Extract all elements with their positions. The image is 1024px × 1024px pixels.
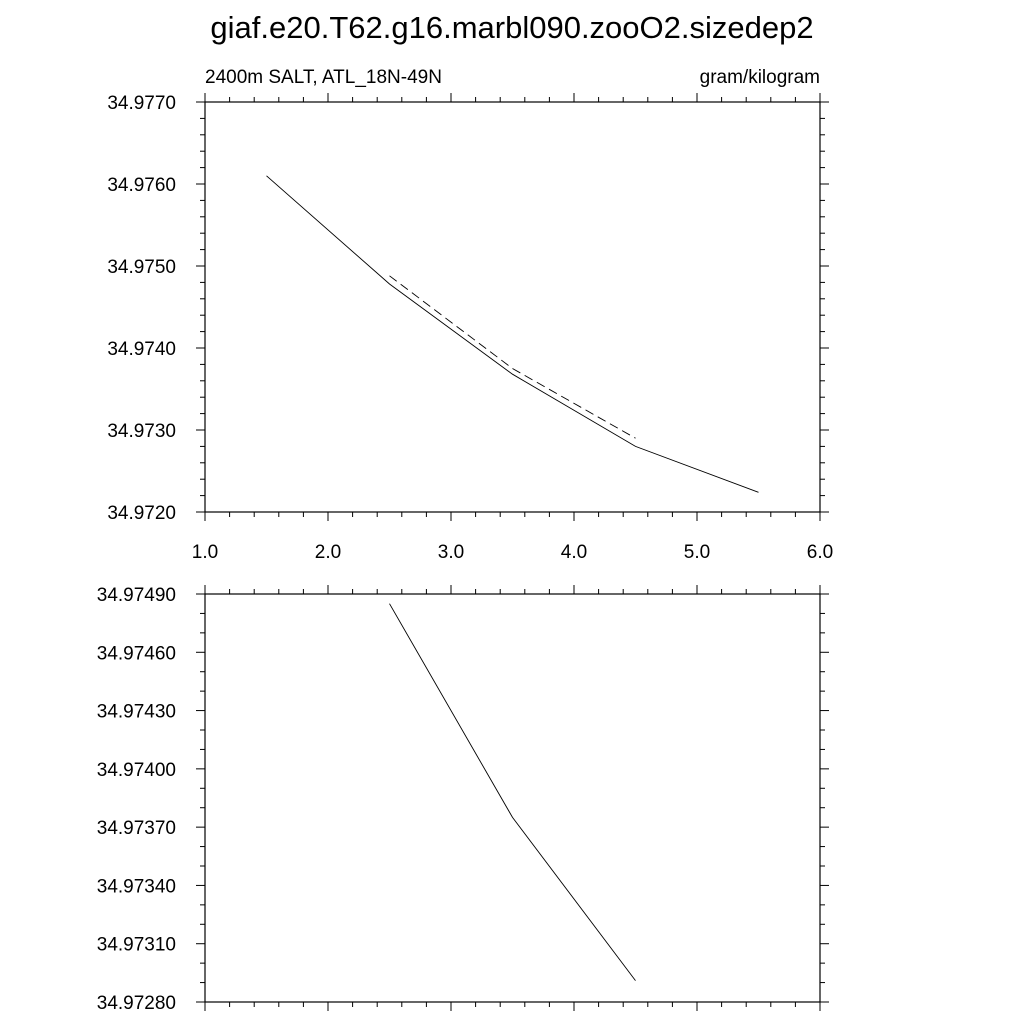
top-panel: 2400m SALT, ATL_18N-49N gram/kilogram 1.… (107, 67, 833, 563)
x-tick-label: 1.0 (192, 542, 218, 563)
y-tick-label: 34.9730 (107, 421, 176, 442)
x-tick-label: 4.0 (561, 542, 587, 563)
y-tick-label: 34.97490 (97, 585, 176, 606)
x-tick-label: 6.0 (807, 542, 833, 563)
y-tick-label: 34.97280 (97, 993, 176, 1014)
figure-title: giaf.e20.T62.g16.marbl090.zooO2.sizedep2 (210, 10, 813, 45)
y-tick-label: 34.9770 (107, 93, 176, 114)
top-panel-subtitle-right: gram/kilogram (700, 67, 820, 88)
top-panel-ticks (196, 93, 829, 521)
x-tick-label: 2.0 (315, 542, 341, 563)
bottom-panel-tick-labels: 34.97280 34.97310 34.97340 34.97370 34.97400… (97, 585, 176, 1014)
dashed-series-line (389, 275, 636, 439)
top-panel-tick-labels: 1.0 2.0 3.0 4.0 5.0 6.0 34.9720 34.9730 34.9740 3… (107, 93, 833, 563)
x-tick-label: 5.0 (684, 542, 710, 563)
bottom-panel: 34.97280 34.97310 34.97340 34.97370 34.97400… (97, 585, 829, 1014)
x-tick-label: 3.0 (438, 542, 464, 563)
y-tick-label: 34.9740 (107, 339, 176, 360)
solid-series-line (389, 603, 636, 981)
y-tick-label: 34.97430 (97, 702, 176, 723)
y-tick-label: 34.97400 (97, 760, 176, 781)
y-tick-label: 34.9720 (107, 503, 176, 524)
y-tick-label: 34.97310 (97, 935, 176, 956)
bottom-panel-frame (204, 593, 821, 1003)
solid-series-line (266, 175, 759, 493)
bottom-panel-ticks (196, 585, 829, 1011)
y-tick-label: 34.97460 (97, 643, 176, 664)
top-panel-lines (266, 175, 759, 493)
y-tick-label: 34.97340 (97, 876, 176, 897)
bottom-panel-lines (389, 603, 636, 981)
y-tick-label: 34.97370 (97, 818, 176, 839)
y-tick-label: 34.9760 (107, 175, 176, 196)
y-tick-label: 34.9750 (107, 257, 176, 278)
top-panel-subtitle-left: 2400m SALT, ATL_18N-49N (205, 67, 442, 88)
top-panel-frame (204, 101, 821, 513)
